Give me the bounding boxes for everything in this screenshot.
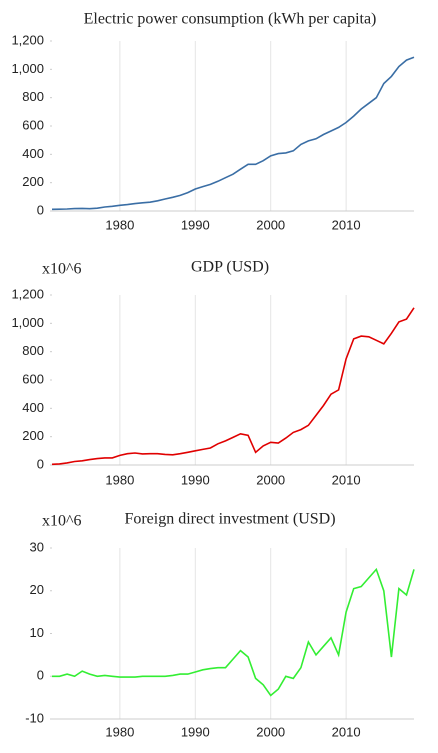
y-tick-label: -10 <box>25 710 44 725</box>
y-tick-label: 1,000 <box>11 61 44 76</box>
chart: Electric power consumption (kWh per capi… <box>11 11 415 232</box>
y-tick-label: 1,200 <box>11 286 44 301</box>
y-tick-label: 20 <box>30 582 44 597</box>
chart: GDP (USD) x10^6 1980 1990 2000 2010 0 200 400 600… <box>11 259 415 487</box>
y-tick-label: 0 <box>37 202 44 217</box>
y-tick-label: 600 <box>22 371 44 386</box>
line <box>51 56 415 211</box>
x-tick-label: 2000 <box>256 217 285 232</box>
x-tick-label: 2010 <box>332 217 361 232</box>
y-tick-label: 1,000 <box>11 315 44 330</box>
x-tick-label: 2010 <box>332 472 361 487</box>
y-tick-label: 1,200 <box>11 32 44 47</box>
y-unit: x10^6 <box>42 513 82 530</box>
x-tick-label: 1990 <box>181 217 210 232</box>
y-tick-label: 400 <box>22 146 44 161</box>
y-tick-label: 600 <box>22 117 44 132</box>
x-tick-label: 1980 <box>105 724 134 739</box>
y-tick-label: 30 <box>30 539 44 554</box>
line <box>51 307 415 466</box>
x-tick-label: 2000 <box>256 724 285 739</box>
chart-title: Electric power consumption (kWh per capi… <box>84 11 377 28</box>
x-tick-label: 2010 <box>332 724 361 739</box>
chart: Foreign direct investment (USD) x10^6 1980… <box>25 511 415 739</box>
y-tick-label: 200 <box>22 428 44 443</box>
x-tick-label: 1980 <box>105 472 134 487</box>
x-tick-label: 2000 <box>256 472 285 487</box>
x-tick-label: 1990 <box>181 724 210 739</box>
x-tick-label: 1980 <box>105 217 134 232</box>
y-tick-label: 400 <box>22 400 44 415</box>
line <box>52 567 415 697</box>
y-tick-label: 10 <box>30 625 44 640</box>
y-tick-label: 800 <box>22 89 44 104</box>
y-tick-label: 0 <box>37 456 44 471</box>
y-tick-label: 800 <box>22 343 44 358</box>
chart-title: Foreign direct investment (USD) <box>124 511 335 528</box>
x-tick-label: 1990 <box>181 472 210 487</box>
y-unit: x10^6 <box>42 261 82 278</box>
y-tick-label: 0 <box>37 668 44 683</box>
y-tick-label: 200 <box>22 174 44 189</box>
chart-title: GDP (USD) <box>191 259 269 276</box>
